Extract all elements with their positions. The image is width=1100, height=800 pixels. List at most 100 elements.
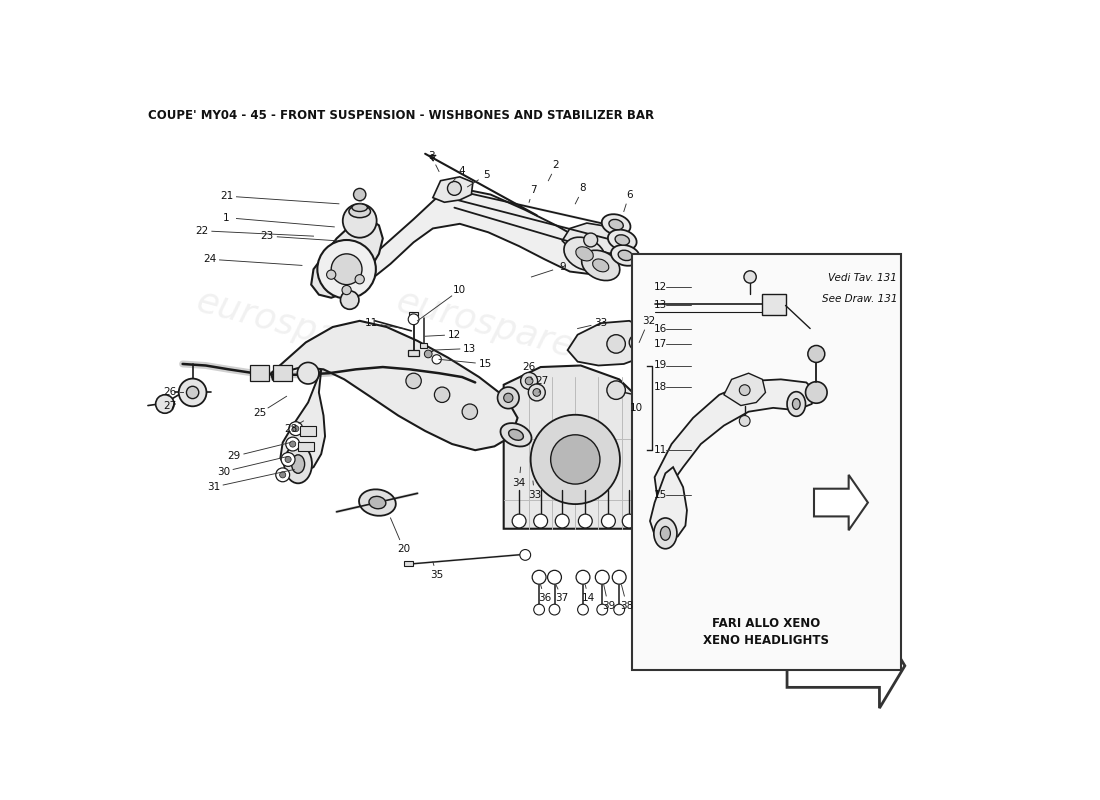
Circle shape <box>327 270 336 279</box>
Circle shape <box>579 514 592 528</box>
Bar <box>631 254 901 670</box>
Bar <box>404 561 412 566</box>
Text: 11: 11 <box>653 445 667 455</box>
Text: 5: 5 <box>483 170 491 179</box>
Bar <box>420 343 428 348</box>
Text: Vedi Tav. 131: Vedi Tav. 131 <box>828 273 898 283</box>
Circle shape <box>530 414 620 504</box>
Polygon shape <box>562 223 619 258</box>
Circle shape <box>520 373 538 390</box>
Ellipse shape <box>610 245 640 266</box>
Polygon shape <box>654 379 816 500</box>
Text: 22: 22 <box>195 226 209 236</box>
Ellipse shape <box>359 490 396 516</box>
Circle shape <box>534 604 544 615</box>
Text: 9: 9 <box>559 262 565 272</box>
Circle shape <box>597 604 607 615</box>
Ellipse shape <box>593 259 608 272</box>
Circle shape <box>406 373 421 389</box>
Text: COUPE' MY04 - 45 - FRONT SUSPENSION - WISHBONES AND STABILIZER BAR: COUPE' MY04 - 45 - FRONT SUSPENSION - WI… <box>147 109 654 122</box>
Circle shape <box>526 377 534 385</box>
Circle shape <box>504 394 513 402</box>
Circle shape <box>497 387 519 409</box>
Circle shape <box>576 570 590 584</box>
Circle shape <box>548 570 561 584</box>
Circle shape <box>739 415 750 426</box>
Polygon shape <box>786 623 905 708</box>
Polygon shape <box>650 467 686 541</box>
Text: 37: 37 <box>556 593 569 603</box>
Text: 19: 19 <box>653 361 667 370</box>
Circle shape <box>623 514 636 528</box>
Ellipse shape <box>352 204 367 211</box>
Text: 20: 20 <box>397 544 410 554</box>
Polygon shape <box>433 177 473 202</box>
Text: 27: 27 <box>163 401 176 410</box>
Text: 10: 10 <box>453 285 466 295</box>
Bar <box>409 311 418 316</box>
Circle shape <box>520 550 530 560</box>
Polygon shape <box>724 373 766 406</box>
Polygon shape <box>360 188 606 282</box>
Circle shape <box>602 514 615 528</box>
Text: 36: 36 <box>538 593 551 603</box>
Circle shape <box>448 182 461 195</box>
Text: 1: 1 <box>223 213 230 222</box>
Text: FARI ALLO XENO: FARI ALLO XENO <box>712 617 821 630</box>
Ellipse shape <box>564 237 605 270</box>
Circle shape <box>462 404 477 419</box>
Text: 10: 10 <box>630 403 644 413</box>
Bar <box>274 366 292 381</box>
Circle shape <box>607 334 625 353</box>
Circle shape <box>341 291 359 310</box>
Circle shape <box>595 570 609 584</box>
Circle shape <box>297 362 319 384</box>
Text: 12: 12 <box>448 330 461 340</box>
Bar <box>298 442 314 451</box>
Circle shape <box>744 270 757 283</box>
Circle shape <box>187 386 199 398</box>
Circle shape <box>534 514 548 528</box>
Circle shape <box>285 456 292 462</box>
Bar <box>300 426 316 435</box>
Polygon shape <box>271 321 517 450</box>
Circle shape <box>282 453 295 466</box>
Circle shape <box>739 385 750 395</box>
Text: 14: 14 <box>582 593 595 603</box>
Text: 28: 28 <box>284 424 297 434</box>
Ellipse shape <box>618 250 632 261</box>
Circle shape <box>629 334 645 350</box>
Ellipse shape <box>349 206 371 218</box>
Text: 35: 35 <box>430 570 443 580</box>
Circle shape <box>293 426 299 432</box>
Text: 7: 7 <box>529 185 537 195</box>
Circle shape <box>408 314 419 325</box>
Text: 16: 16 <box>653 323 667 334</box>
Circle shape <box>276 468 289 482</box>
Circle shape <box>178 378 207 406</box>
Circle shape <box>528 384 546 401</box>
Polygon shape <box>814 475 868 530</box>
Circle shape <box>331 254 362 285</box>
Circle shape <box>613 570 626 584</box>
Text: 29: 29 <box>228 451 241 462</box>
Circle shape <box>342 286 351 294</box>
Text: 4: 4 <box>459 166 465 177</box>
Text: 13: 13 <box>653 301 667 310</box>
Text: 32: 32 <box>641 316 656 326</box>
Text: 21: 21 <box>220 191 233 201</box>
Circle shape <box>556 514 569 528</box>
Circle shape <box>355 274 364 284</box>
Text: 34: 34 <box>513 478 526 487</box>
Circle shape <box>532 570 546 584</box>
Text: 33: 33 <box>528 490 541 500</box>
Text: 12: 12 <box>653 282 667 292</box>
Circle shape <box>156 394 174 414</box>
Circle shape <box>289 441 296 447</box>
Circle shape <box>607 381 625 399</box>
Text: 23: 23 <box>261 231 274 241</box>
Circle shape <box>355 267 374 286</box>
Text: 13: 13 <box>463 343 476 354</box>
Ellipse shape <box>786 392 805 416</box>
Ellipse shape <box>582 250 619 281</box>
